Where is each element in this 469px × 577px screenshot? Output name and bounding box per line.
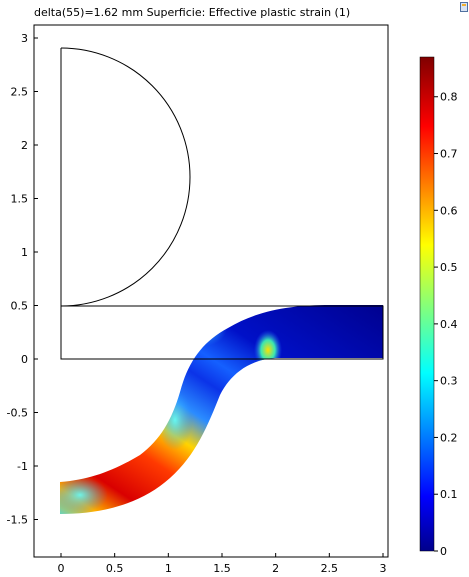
colorbar-tick-label: 0.7	[440, 148, 458, 161]
y-tick-label: 0.5	[11, 300, 29, 313]
y-tick-label: -1	[17, 460, 28, 473]
x-tick-label: 0	[58, 562, 65, 575]
y-tick-label: 2.5	[11, 86, 29, 99]
y-tick-label: 2	[21, 139, 28, 152]
undeformed-plate-outline	[60, 305, 384, 360]
chart-title: delta(55)=1.62 mm Superficie: Effective …	[34, 6, 350, 19]
colorbar-ticks: 0 0.1 0.2 0.3 0.4 0.5 0.6 0.7 0.8	[434, 91, 458, 558]
y-tick-label: -1.5	[7, 514, 28, 527]
colorbar-tick-label: 0.1	[440, 488, 458, 501]
y-tick-label: 0	[21, 353, 28, 366]
y-tick-label: 3	[21, 32, 28, 45]
x-tick-label: 1.5	[213, 562, 231, 575]
x-tick-label: 2	[272, 562, 279, 575]
indenter-outline	[60, 47, 191, 307]
y-axis-ticks: 3 2.5 2 1.5 1 0.5 0 -0.5 -1 -1.5	[7, 32, 38, 527]
plot-frame	[33, 24, 389, 558]
colorbar	[419, 56, 435, 552]
y-tick-label: -0.5	[7, 407, 28, 420]
x-tick-label: 0.5	[106, 562, 124, 575]
y-tick-label: 1.5	[11, 193, 29, 206]
colorbar-tick-label: 0.5	[440, 261, 458, 274]
x-tick-label: 2.5	[321, 562, 339, 575]
colorbar-tick-label: 0.2	[440, 431, 458, 444]
colorbar-tick-label: 0.4	[440, 318, 458, 331]
strain-surface	[60, 305, 383, 514]
x-axis-ticks: 0 0.5 1 1.5 2 2.5 3	[58, 553, 386, 575]
colorbar-tick-label: 0.8	[440, 91, 458, 104]
colorbar-tick-label: 0.6	[440, 204, 458, 217]
colorbar-tick-label: 0	[440, 545, 447, 558]
x-tick-label: 3	[379, 562, 386, 575]
y-tick-label: 1	[21, 246, 28, 259]
window-menu-icon[interactable]	[460, 2, 468, 12]
colorbar-tick-label: 0.3	[440, 375, 458, 388]
x-tick-label: 1	[165, 562, 172, 575]
